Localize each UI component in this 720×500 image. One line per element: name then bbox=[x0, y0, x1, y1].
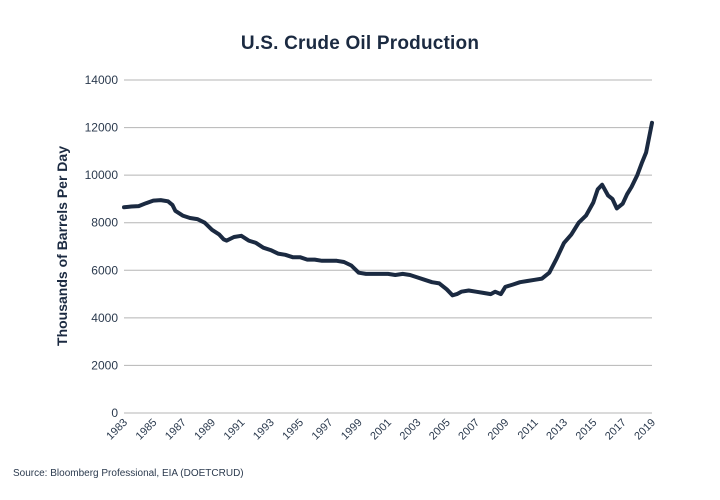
x-tick-label: 2017 bbox=[603, 417, 629, 443]
x-tick-label: 2015 bbox=[574, 417, 600, 443]
y-tick-label: 2000 bbox=[91, 358, 118, 372]
x-tick-label: 1993 bbox=[251, 417, 277, 443]
x-tick-label: 2009 bbox=[486, 417, 512, 443]
y-tick-label: 10000 bbox=[85, 168, 119, 182]
x-tick-label: 2011 bbox=[516, 417, 541, 442]
x-tick-label: 1995 bbox=[280, 417, 306, 443]
series-layer bbox=[122, 120, 654, 298]
x-tick-label: 1991 bbox=[222, 417, 248, 443]
x-tick-label: 1999 bbox=[339, 417, 365, 443]
x-tick-label: 2003 bbox=[398, 417, 424, 443]
chart-title: U.S. Crude Oil Production bbox=[240, 33, 480, 54]
x-tick-label: 2005 bbox=[427, 417, 453, 443]
series-line-0 bbox=[122, 120, 654, 298]
x-tick-label: 2001 bbox=[368, 417, 394, 443]
y-tick-label: 12000 bbox=[85, 121, 119, 135]
x-tick-label: 2019 bbox=[632, 417, 658, 443]
y-tick-label: 4000 bbox=[91, 311, 118, 325]
x-tick-label: 1997 bbox=[310, 417, 336, 443]
source-note: Source: Bloomberg Professional, EIA (DOE… bbox=[13, 468, 244, 479]
x-tick-label: 1989 bbox=[192, 417, 218, 443]
x-tick-label: 1983 bbox=[104, 417, 130, 443]
gridlines bbox=[124, 79, 652, 414]
y-tick-label: 6000 bbox=[91, 263, 118, 277]
x-tick-label: 2007 bbox=[456, 417, 482, 443]
y-tick-label: 0 bbox=[111, 406, 118, 420]
x-tick-label: 1985 bbox=[134, 417, 160, 443]
x-tick-label: 1987 bbox=[163, 417, 189, 443]
y-tick-label: 14000 bbox=[85, 73, 119, 87]
y-axis-tick-labels: 0 2000 4000 6000 8000 10000 12000 14000 bbox=[85, 73, 119, 420]
y-tick-label: 8000 bbox=[91, 216, 118, 230]
x-tick-label: 2013 bbox=[544, 417, 570, 443]
x-axis-tick-labels: 1983 1985 1987 1989 1991 1993 1995 1997 1999 2001… bbox=[104, 417, 658, 443]
y-axis-label: Thousands of Barrels Per Day bbox=[54, 146, 70, 346]
